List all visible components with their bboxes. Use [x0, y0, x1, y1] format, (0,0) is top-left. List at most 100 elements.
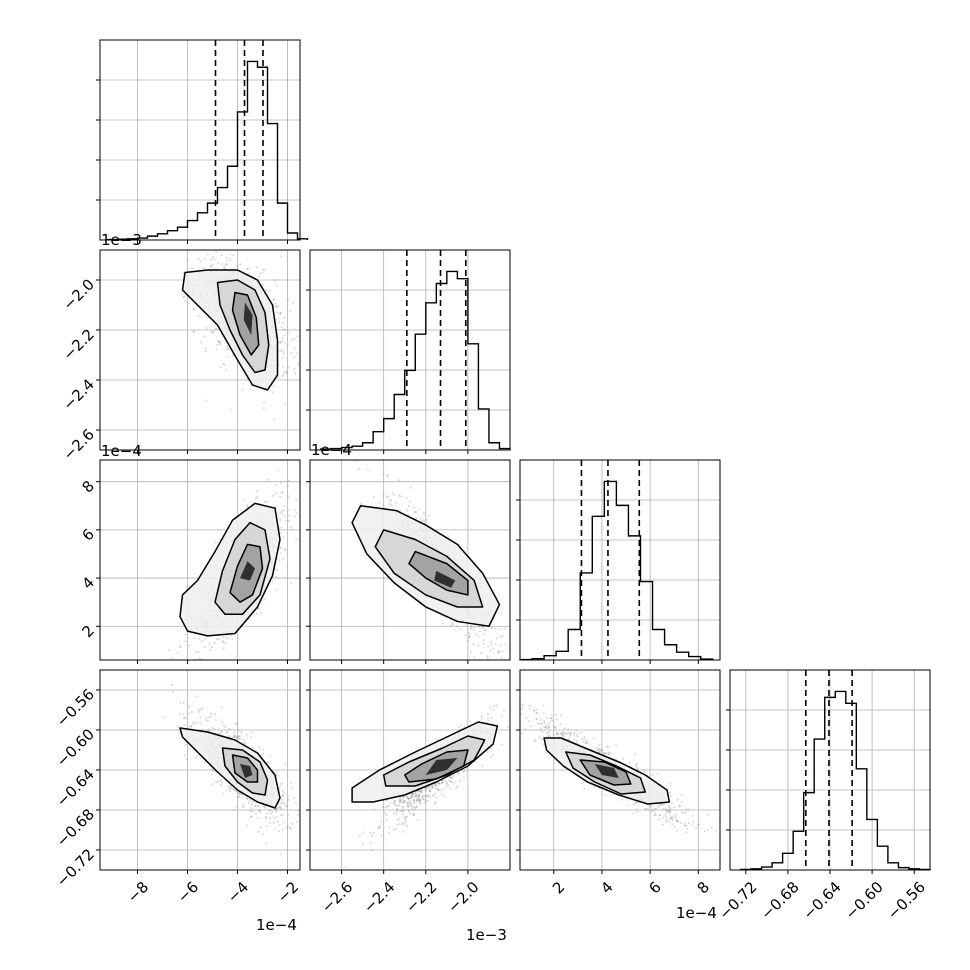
scatter-3-1-point-515	[405, 795, 408, 798]
scatter-3-1-point-518	[414, 792, 417, 795]
scatter-3-1-point-891	[410, 804, 413, 807]
scatter-3-0-point-380	[182, 701, 185, 704]
scatter-3-1-point-240	[492, 709, 495, 712]
scatter-3-1-point-684	[388, 826, 391, 829]
scatter-2-0-point-345	[197, 651, 200, 654]
scatter-3-2-point-200	[691, 823, 694, 826]
scatter-3-1-point-257	[402, 801, 405, 804]
scatter-3-1-point-788	[419, 798, 422, 801]
scatter-2-1-point-532	[419, 517, 422, 520]
scatter-2-0-point-594	[274, 567, 277, 570]
scatter-3-1-point-133	[405, 815, 408, 818]
scatter-3-1-point-253	[407, 805, 410, 808]
scatter-3-0-point-244	[267, 809, 270, 812]
scatter-2-0-point-791	[282, 509, 285, 512]
scatter-2-0-point-750	[280, 510, 283, 513]
scatter-3-2-point-37	[671, 817, 674, 820]
scatter-3-0-point-680	[182, 713, 185, 716]
scatter-3-1-point-849	[409, 802, 412, 805]
scatter-3-1-point-488	[394, 799, 397, 802]
scatter-1-0-point-788	[263, 268, 266, 271]
scatter-3-0-point-540	[220, 706, 223, 709]
scatter-2-1-point-623	[469, 635, 472, 638]
scatter-3-0-point-432	[262, 748, 265, 751]
scatter-3-1-point-11	[435, 784, 438, 787]
scatter-1-0-point-625	[282, 373, 285, 376]
scatter-3-0-point-545	[281, 794, 284, 797]
scatter-3-1-point-817	[403, 818, 406, 821]
scatter-3-1-point-869	[407, 809, 410, 812]
scatter-3-0-point-174	[205, 716, 208, 719]
scatter-3-0-point-106	[228, 788, 231, 791]
scatter-1-0-point-872	[192, 308, 195, 311]
scatter-1-0-point-179	[205, 399, 208, 402]
scatter-2-0-point-464	[288, 519, 291, 522]
scatter-1-0-point-582	[225, 348, 228, 351]
scatter-2-0-point-255	[279, 552, 282, 555]
scatter-3-0-point-686	[279, 783, 282, 786]
scatter-1-0-point-626	[229, 408, 232, 411]
scatter-1-0-point-349	[296, 335, 299, 338]
scatter-2-0-point-173	[184, 640, 187, 643]
hist-2-step	[519, 480, 714, 661]
scatter-3-1-point-337	[489, 706, 492, 709]
scatter-3-0-point-172	[236, 806, 239, 809]
scatter-3-0-point-388	[237, 729, 240, 732]
scatter-3-1-point-599	[393, 802, 396, 805]
scatter-3-2-point-50	[665, 818, 668, 821]
scatter-3-1-point-106	[393, 800, 396, 803]
scatter-3-1-point-512	[418, 799, 421, 802]
scatter-2-1-point-214	[474, 633, 477, 636]
scatter-3-2-point-231	[592, 737, 595, 740]
scatter-2-1-point-182	[389, 499, 392, 502]
scatter-3-1-point-834	[404, 800, 407, 803]
scatter-3-0-point-164	[277, 830, 280, 833]
scatter-2-0-point-762	[271, 580, 274, 583]
scatter-3-2-point-23	[573, 734, 576, 737]
scatter-3-2-point-140	[582, 741, 585, 744]
scatter-3-0-point-308	[215, 780, 218, 783]
scatter-3-1-point-303	[431, 794, 434, 797]
scatter-3-0-point-37	[248, 798, 251, 801]
scatter-3-1-point-579	[426, 787, 429, 790]
scatter-1-0-point-296	[236, 264, 239, 267]
scatter-3-0-point-510	[303, 829, 305, 831]
scatter-2-0-point-208	[208, 642, 211, 645]
scatter-2-0-point-865	[282, 557, 285, 560]
scatter-1-0-point-471	[225, 256, 228, 259]
scatter-3-1-point-169	[386, 805, 389, 808]
scatter-3-1-point-120	[394, 803, 397, 806]
scatter-2-0-point-539	[209, 649, 212, 652]
scatter-3-1-point-286	[438, 782, 441, 785]
scatter-2-0-point-570	[275, 492, 278, 495]
scatter-3-1-contour-1	[382, 735, 486, 787]
scatter-3-0-point-741	[266, 761, 269, 764]
scatter-2-1-point-159	[423, 521, 426, 524]
scatter-3-1-point-76	[401, 821, 404, 824]
scatter-3-0-point-496	[210, 712, 213, 715]
scatter-3-0-point-443	[238, 792, 241, 795]
scatter-1-0-point-289	[182, 272, 185, 275]
scatter-3-0-point-567	[214, 718, 217, 721]
scatter-1-0-point-0	[307, 383, 309, 385]
scatter-3-0-point-708	[266, 812, 269, 815]
scatter-1-0-point-115	[295, 352, 298, 355]
scatter-3-1-point-455	[452, 775, 455, 778]
scatter-3-2-point-171	[562, 734, 565, 737]
scatter-3-0-point-287	[250, 731, 253, 734]
scatter-2-0-point-777	[280, 526, 283, 529]
scatter-3-1-point-410	[410, 806, 413, 809]
scatter-3-1-point-859	[415, 800, 418, 803]
scatter-3-0-point-494	[273, 817, 276, 820]
scatter-1-0-point-693	[185, 246, 187, 248]
scatter-3-0-point-169	[239, 737, 242, 740]
scatter-3-2-point-20	[545, 732, 548, 735]
scatter-3-0-point-249	[236, 736, 239, 739]
hist-1-frame	[309, 249, 511, 451]
scatter-3-0-point-513	[269, 755, 272, 758]
scatter-3-0-point-198	[232, 735, 235, 738]
scatter-1-0-point-529	[281, 374, 284, 377]
scatter-3-1-point-588	[418, 794, 421, 797]
scatter-2-1-point-790	[494, 643, 497, 646]
scatter-3-0-point-39	[286, 773, 289, 776]
